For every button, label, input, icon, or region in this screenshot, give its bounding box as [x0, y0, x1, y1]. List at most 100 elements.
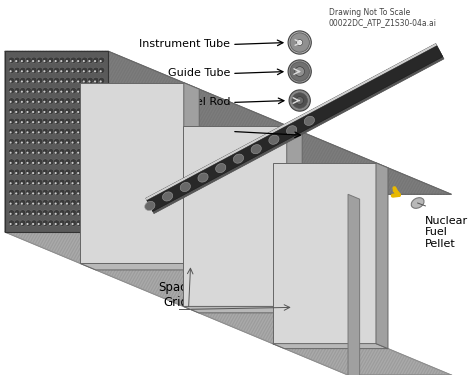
Circle shape — [88, 121, 91, 123]
Circle shape — [72, 101, 73, 103]
Ellipse shape — [233, 154, 244, 163]
Circle shape — [36, 179, 43, 185]
Circle shape — [88, 202, 91, 205]
Circle shape — [48, 118, 54, 124]
Circle shape — [43, 152, 46, 154]
Circle shape — [31, 77, 37, 84]
Circle shape — [70, 57, 76, 63]
Circle shape — [65, 128, 71, 135]
Circle shape — [14, 57, 20, 63]
Polygon shape — [376, 163, 388, 349]
Circle shape — [36, 118, 43, 124]
Circle shape — [297, 40, 302, 45]
Ellipse shape — [163, 192, 173, 201]
Circle shape — [9, 223, 12, 225]
Circle shape — [20, 67, 26, 74]
Circle shape — [60, 111, 63, 113]
Circle shape — [76, 77, 82, 84]
Circle shape — [82, 223, 85, 225]
Circle shape — [48, 128, 54, 135]
Circle shape — [14, 210, 20, 216]
Circle shape — [21, 60, 23, 62]
Circle shape — [60, 80, 63, 83]
Circle shape — [27, 193, 28, 194]
Circle shape — [55, 202, 57, 205]
Circle shape — [70, 210, 76, 216]
Circle shape — [36, 159, 43, 165]
Circle shape — [36, 128, 43, 135]
Circle shape — [99, 108, 105, 114]
Circle shape — [27, 111, 28, 113]
Circle shape — [72, 60, 73, 62]
Circle shape — [49, 91, 51, 93]
Circle shape — [88, 70, 91, 72]
Circle shape — [76, 220, 82, 226]
Circle shape — [54, 77, 60, 84]
Circle shape — [25, 67, 31, 74]
Circle shape — [88, 111, 91, 113]
Circle shape — [72, 131, 73, 133]
Circle shape — [14, 200, 20, 206]
Circle shape — [76, 169, 82, 175]
Circle shape — [48, 138, 54, 145]
Circle shape — [27, 80, 28, 83]
Circle shape — [32, 91, 34, 93]
Circle shape — [25, 77, 31, 84]
Circle shape — [32, 152, 34, 154]
Circle shape — [94, 70, 96, 72]
Circle shape — [36, 138, 43, 145]
Circle shape — [25, 220, 31, 226]
Circle shape — [21, 141, 23, 144]
Circle shape — [99, 159, 105, 165]
Circle shape — [94, 60, 96, 62]
Circle shape — [94, 91, 96, 93]
Circle shape — [288, 31, 311, 54]
Circle shape — [87, 210, 93, 216]
Circle shape — [87, 77, 93, 84]
Circle shape — [48, 159, 54, 165]
Circle shape — [15, 202, 17, 205]
Circle shape — [14, 138, 20, 145]
Polygon shape — [146, 44, 444, 214]
Circle shape — [9, 91, 12, 93]
Circle shape — [59, 77, 65, 84]
Circle shape — [42, 220, 48, 226]
Circle shape — [70, 67, 76, 74]
Circle shape — [59, 179, 65, 185]
Circle shape — [54, 190, 60, 196]
Circle shape — [9, 88, 15, 94]
Circle shape — [72, 182, 73, 184]
Circle shape — [43, 202, 46, 205]
Circle shape — [59, 159, 65, 165]
Ellipse shape — [216, 163, 226, 173]
Circle shape — [70, 190, 76, 196]
Circle shape — [77, 172, 79, 174]
Circle shape — [37, 101, 40, 103]
Circle shape — [14, 77, 20, 84]
Circle shape — [32, 162, 34, 164]
Circle shape — [93, 200, 99, 206]
Circle shape — [59, 118, 65, 124]
Circle shape — [37, 121, 40, 123]
Circle shape — [55, 182, 57, 184]
Circle shape — [72, 213, 73, 215]
Circle shape — [65, 98, 71, 104]
Circle shape — [15, 213, 17, 215]
Circle shape — [20, 149, 26, 155]
Circle shape — [70, 138, 76, 145]
Circle shape — [82, 213, 85, 215]
Polygon shape — [146, 44, 438, 203]
Ellipse shape — [411, 198, 424, 208]
Circle shape — [65, 169, 71, 175]
Circle shape — [31, 118, 37, 124]
Circle shape — [70, 98, 76, 104]
Circle shape — [65, 200, 71, 206]
Circle shape — [9, 77, 15, 84]
Circle shape — [21, 152, 23, 154]
Circle shape — [59, 169, 65, 175]
Circle shape — [36, 190, 43, 196]
Circle shape — [82, 220, 88, 226]
Circle shape — [48, 67, 54, 74]
Circle shape — [31, 108, 37, 114]
Circle shape — [25, 190, 31, 196]
